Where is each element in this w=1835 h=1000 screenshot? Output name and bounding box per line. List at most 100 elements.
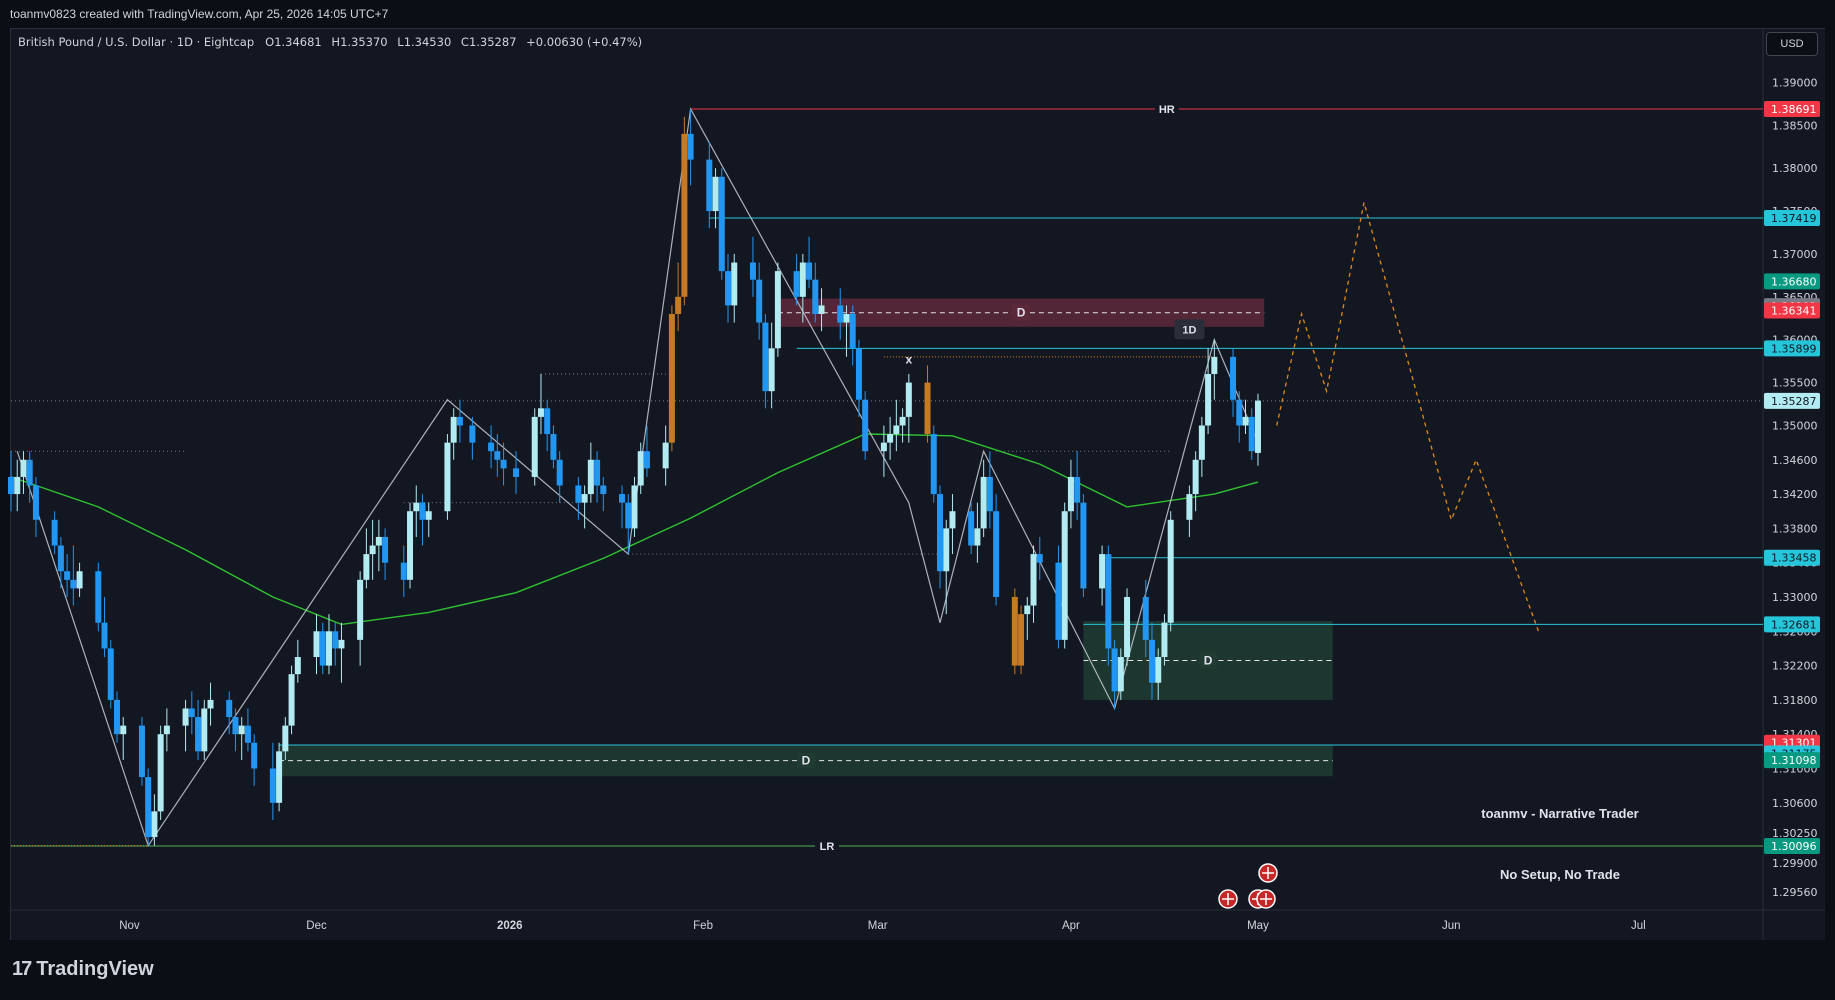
level-label-6: LR <box>820 841 835 853</box>
candle-body-26 <box>232 717 239 735</box>
candle-body-20 <box>182 708 189 726</box>
candle-body-1 <box>14 476 21 495</box>
symbol-title: British Pound / U.S. Dollar · 1D · Eight… <box>18 35 255 49</box>
candle-body-79 <box>712 176 719 212</box>
candle-body-65 <box>587 459 594 495</box>
candle-body-57 <box>513 468 520 477</box>
candle-body-96 <box>855 348 862 400</box>
close-value: 1.35287 <box>468 35 517 49</box>
candle-body-126 <box>1117 657 1124 692</box>
candle-body-107 <box>949 511 956 529</box>
watermark-text: toanmv - Narrative Trader <box>1481 806 1639 821</box>
level-label-bg-6 <box>815 839 839 854</box>
candle-body-59 <box>537 408 544 417</box>
candle-body-34 <box>294 657 301 675</box>
candle-body-43 <box>375 536 382 546</box>
price-tag-bg-2 <box>1764 340 1820 357</box>
candle-body-0 <box>8 476 14 495</box>
candle-body-98 <box>880 442 887 452</box>
candle-body-95 <box>849 313 856 349</box>
candle-body-129 <box>1148 639 1155 683</box>
price-tag-4: 1.32681 <box>1771 618 1817 631</box>
candle-body-73 <box>662 442 669 469</box>
candle-body-12 <box>107 648 114 700</box>
month-label-5: Apr <box>1062 920 1080 932</box>
low-value: 1.34530 <box>403 35 452 49</box>
tradingview-logo: 17 TradingView <box>12 958 154 981</box>
candle-body-88 <box>793 271 800 297</box>
candle-body-66 <box>594 459 601 486</box>
currency-button[interactable]: USD <box>1766 32 1818 56</box>
candle-body-142 <box>1254 400 1261 453</box>
candle-body-122 <box>1080 502 1087 589</box>
candle-body-62 <box>556 459 563 486</box>
month-label-4: Mar <box>868 920 888 932</box>
price-tag-1: 1.37419 <box>1771 212 1817 225</box>
zone-label-0: D <box>1017 306 1026 320</box>
candle-body-101 <box>899 416 906 426</box>
candle-body-139 <box>1236 399 1243 426</box>
annotation-1d: 1D <box>1182 324 1196 336</box>
price-tag-9: 1.36341 <box>1771 304 1817 317</box>
annotation-1d-bg <box>1174 319 1205 340</box>
candle-body-18 <box>157 734 164 812</box>
candle-body-81 <box>725 271 732 306</box>
month-label-8: Jul <box>1631 920 1646 932</box>
price-tag-3: 1.33458 <box>1771 552 1817 565</box>
month-label-3: Feb <box>693 920 713 932</box>
candle-body-47 <box>413 502 420 512</box>
candle-body-109 <box>974 528 981 546</box>
price-tick-11: 1.33800 <box>1772 522 1818 535</box>
candle-body-40 <box>357 579 364 640</box>
candle-body-29 <box>251 742 258 769</box>
candle-body-15 <box>138 725 145 778</box>
price-tag-13: 1.31098 <box>1771 754 1817 767</box>
level-label-bg-0 <box>1154 101 1179 116</box>
candle-body-53 <box>469 425 476 443</box>
price-tick-16: 1.31800 <box>1772 694 1818 707</box>
candle-body-117 <box>1036 554 1043 563</box>
tradingview-logo-icon: 17 <box>12 958 32 980</box>
price-tick-22: 1.29560 <box>1772 886 1818 899</box>
price-tag-bg-0 <box>1764 100 1820 117</box>
high-label: H <box>331 35 341 49</box>
candle-body-114 <box>1018 614 1025 666</box>
month-label-0: Nov <box>119 920 140 932</box>
candle-body-108 <box>968 511 975 546</box>
time-axis-pane <box>11 910 1825 940</box>
candle-body-60 <box>544 408 551 435</box>
candle-body-137 <box>1211 356 1218 375</box>
price-tick-9: 1.34600 <box>1772 454 1818 467</box>
candle-body-106 <box>943 528 950 572</box>
candle-body-21 <box>188 708 195 718</box>
candle-body-97 <box>862 399 869 452</box>
candle-body-52 <box>456 416 463 426</box>
candle-body-103 <box>924 382 931 435</box>
candle-body-136 <box>1205 374 1212 426</box>
candle-body-102 <box>905 382 912 417</box>
price-tick-1: 1.38500 <box>1772 119 1818 132</box>
month-label-7: Jun <box>1442 920 1461 932</box>
candle-body-94 <box>843 313 850 323</box>
candle-body-130 <box>1155 657 1162 683</box>
candle-body-85 <box>762 322 769 392</box>
candle-body-49 <box>425 511 432 520</box>
candle-body-69 <box>625 502 632 529</box>
candle-body-4 <box>32 485 39 520</box>
candle-body-118 <box>1055 562 1062 640</box>
candle-body-63 <box>575 485 582 503</box>
candle-body-128 <box>1142 596 1149 640</box>
chart-attribution: toanmv0823 created with TradingView.com,… <box>10 7 389 21</box>
candle-body-25 <box>226 699 233 718</box>
candle-body-67 <box>600 485 607 495</box>
candle-body-19 <box>163 725 170 735</box>
annotation-x: x <box>905 352 912 366</box>
candle-body-46 <box>407 511 414 580</box>
change-value: +0.00630 (+0.47%) <box>526 35 643 49</box>
candle-body-99 <box>887 434 894 443</box>
tagline-text: No Setup, No Trade <box>1500 867 1620 882</box>
candle-body-64 <box>581 494 588 503</box>
candle-body-50 <box>444 442 451 512</box>
candle-body-27 <box>238 725 245 735</box>
